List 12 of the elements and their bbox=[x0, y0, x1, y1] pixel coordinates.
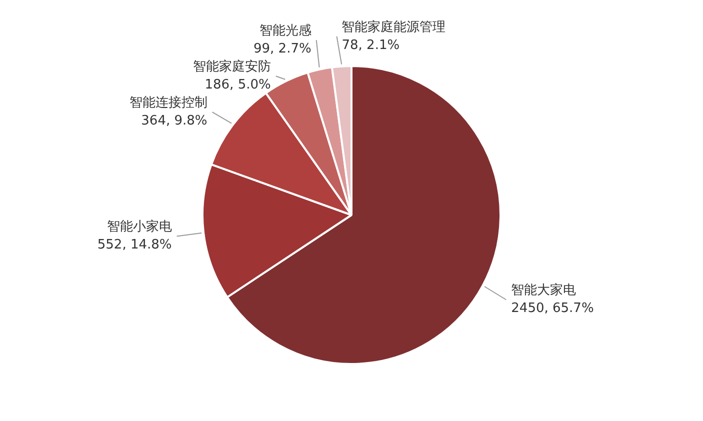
data-label: 364, 9.8% bbox=[141, 113, 208, 128]
slice-label: 智能大家电 bbox=[511, 282, 576, 298]
data-label: 78, 2.1% bbox=[342, 38, 400, 53]
data-label: 552, 14.8% bbox=[97, 238, 172, 253]
data-label: 186, 5.0% bbox=[204, 77, 271, 92]
slice-label: 智能小家电 bbox=[106, 218, 172, 235]
slice-label: 智能家庭安防 bbox=[192, 58, 271, 74]
data-label: 2450, 65.7% bbox=[511, 301, 594, 316]
slice-label: 智能光感 bbox=[259, 23, 312, 38]
slice-label: 智能连接控制 bbox=[129, 95, 208, 110]
slice-label: 智能家庭能源管理 bbox=[342, 18, 446, 35]
data-label: 99, 2.7% bbox=[253, 41, 312, 56]
